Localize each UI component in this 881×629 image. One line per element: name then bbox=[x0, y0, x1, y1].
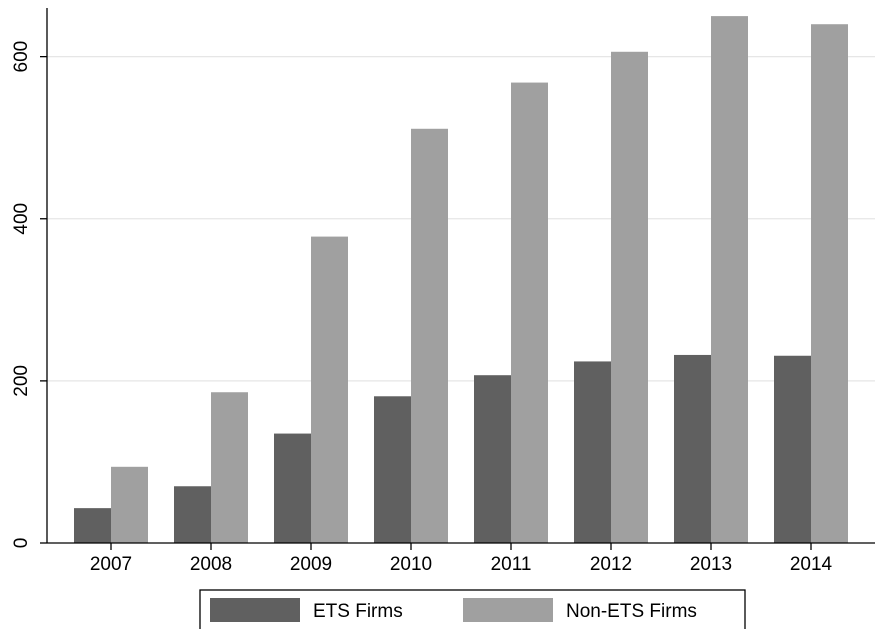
y-tick-label: 400 bbox=[11, 203, 32, 235]
x-tick-label: 2011 bbox=[491, 554, 532, 575]
x-tick-label: 2012 bbox=[590, 554, 632, 575]
y-tick-label: 600 bbox=[11, 41, 32, 73]
bar-non-ets bbox=[611, 51, 648, 543]
bar-non-ets bbox=[811, 24, 848, 544]
bar-ets bbox=[274, 433, 311, 543]
bars bbox=[74, 16, 848, 544]
bar-non-ets bbox=[511, 82, 548, 544]
gridlines bbox=[47, 55, 875, 382]
legend-label-non-ets: Non-ETS Firms bbox=[566, 601, 697, 622]
x-tick-label: 2014 bbox=[790, 554, 833, 575]
x-tick-label: 2007 bbox=[90, 554, 132, 575]
x-ticks: 2007 2008 2009 2010 2011 2012 2013 2014 bbox=[90, 543, 833, 575]
bar-ets bbox=[474, 375, 511, 543]
x-tick-label: 2008 bbox=[190, 554, 232, 575]
bar-ets bbox=[574, 361, 611, 543]
x-tick-label: 2010 bbox=[390, 554, 432, 575]
bar-ets bbox=[174, 486, 211, 543]
bar-non-ets bbox=[711, 16, 748, 543]
x-tick-label: 2013 bbox=[690, 554, 732, 575]
legend: ETS Firms Non-ETS Firms bbox=[199, 589, 746, 629]
axes bbox=[46, 8, 875, 544]
legend-swatch-non-ets bbox=[463, 598, 553, 622]
legend-label-ets: ETS Firms bbox=[313, 601, 403, 622]
legend-swatch-ets bbox=[210, 598, 300, 622]
bar-ets bbox=[74, 508, 111, 543]
bar-non-ets bbox=[411, 128, 448, 543]
bar-non-ets bbox=[211, 392, 248, 543]
bar-non-ets bbox=[311, 236, 348, 543]
y-tick-label: 0 bbox=[11, 538, 32, 549]
bar-non-ets bbox=[111, 466, 148, 543]
bar-ets bbox=[674, 354, 711, 543]
x-tick-label: 2009 bbox=[290, 554, 332, 575]
y-ticks: 0 200 400 600 bbox=[11, 41, 47, 549]
bar-ets bbox=[374, 396, 411, 543]
bar-ets bbox=[774, 355, 811, 543]
y-tick-label: 200 bbox=[11, 365, 32, 397]
